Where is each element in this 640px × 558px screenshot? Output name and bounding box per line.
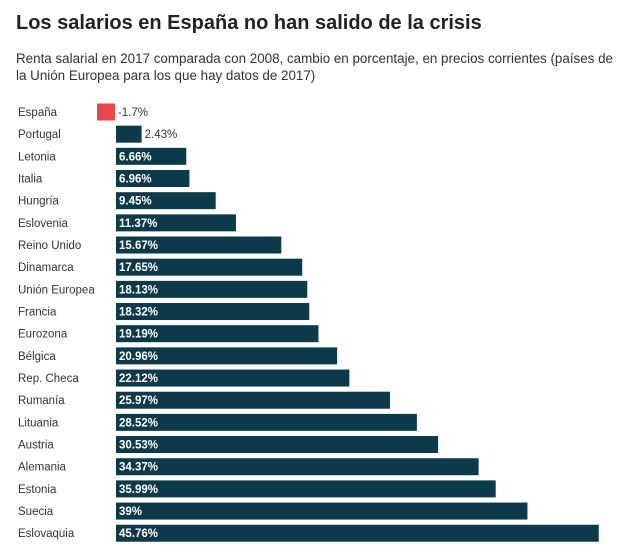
value-label-rep-checa: 22.12% <box>119 373 158 385</box>
value-label-italia: 6.96% <box>119 174 152 186</box>
value-label-alemania: 34.37% <box>119 462 158 474</box>
value-label-union-europea: 18.13% <box>119 284 158 296</box>
value-label-estonia: 35.99% <box>119 484 158 496</box>
category-label-lituania: Lituania <box>18 417 59 429</box>
category-label-eslovenia: Eslovenia <box>18 218 68 230</box>
category-label-suecia: Suecia <box>18 506 54 518</box>
bar-letonia <box>116 147 187 165</box>
category-label-italia: Italia <box>18 174 43 186</box>
category-label-union-europea: Unión Europea <box>18 284 95 296</box>
bar-dinamarca <box>116 258 303 276</box>
value-label-eurozona: 19.19% <box>119 329 158 341</box>
bar-eurozona <box>116 325 319 343</box>
category-label-eurozona: Eurozona <box>18 329 68 341</box>
bar-austria <box>116 436 439 454</box>
category-label-rep-checa: Rep. Checa <box>18 373 79 385</box>
bar-union-europea <box>116 280 308 298</box>
value-label-rumania: 25.97% <box>119 395 158 407</box>
value-label-austria: 30.53% <box>119 440 158 452</box>
value-label-lituania: 28.52% <box>119 417 158 429</box>
category-label-belgica: Bélgica <box>18 351 56 363</box>
value-label-portugal: 2.43% <box>145 129 178 141</box>
chart-subtitle: Renta salarial en 2017 comparada con 200… <box>16 51 613 83</box>
bar-alemania <box>116 458 479 476</box>
bar-belgica <box>116 347 338 365</box>
category-label-eslovaquia: Eslovaquia <box>18 528 75 540</box>
value-label-hungria: 9.45% <box>119 196 152 208</box>
bar-rumania <box>116 391 390 409</box>
category-label-alemania: Alemania <box>18 462 67 474</box>
value-label-eslovenia: 11.37% <box>119 218 157 230</box>
bar-lituania <box>116 413 417 431</box>
value-label-belgica: 20.96% <box>119 351 158 363</box>
bar-rep-checa <box>116 369 350 387</box>
value-label-espana: -1.7% <box>118 107 148 119</box>
chart-title: Los salarios en España no han salido de … <box>16 12 482 34</box>
value-label-reino-unido: 15.67% <box>119 240 158 252</box>
category-label-reino-unido: Reino Unido <box>18 240 81 252</box>
category-label-estonia: Estonia <box>18 484 57 496</box>
value-label-suecia: 39% <box>119 506 142 518</box>
category-label-austria: Austria <box>18 440 54 452</box>
bar-italia <box>116 170 190 188</box>
category-label-espana: España <box>18 107 58 119</box>
value-label-francia: 18.32% <box>119 307 158 319</box>
bar-eslovaquia <box>116 524 599 542</box>
bar-suecia <box>116 502 528 520</box>
value-label-dinamarca: 17.65% <box>119 262 158 274</box>
category-label-rumania: Rumanía <box>18 395 65 407</box>
bar-espana <box>97 103 115 121</box>
category-label-hungria: Hungría <box>18 196 60 208</box>
value-label-eslovaquia: 45.76% <box>119 528 158 540</box>
bar-hungria <box>116 192 216 210</box>
bar-estonia <box>116 480 496 498</box>
bar-reino-unido <box>116 236 282 254</box>
value-label-letonia: 6.66% <box>119 151 152 163</box>
bar-portugal <box>116 125 142 143</box>
category-label-francia: Francia <box>18 307 57 319</box>
bar-eslovenia <box>116 214 236 232</box>
category-label-dinamarca: Dinamarca <box>18 262 74 274</box>
category-label-letonia: Letonia <box>18 151 56 163</box>
bar-francia <box>116 303 310 321</box>
category-label-portugal: Portugal <box>18 129 61 141</box>
